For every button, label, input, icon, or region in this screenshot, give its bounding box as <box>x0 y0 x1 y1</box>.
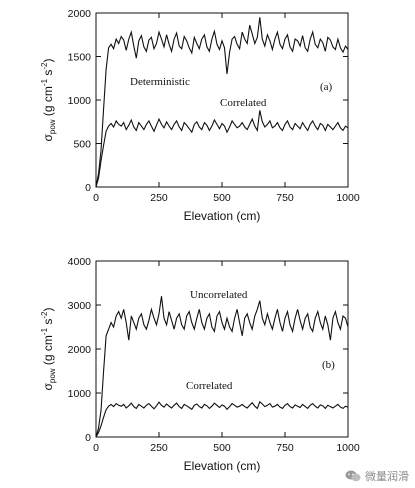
axis-ticks-a: 0 250 500 750 1000 0 500 1000 1500 2000 <box>68 8 360 204</box>
x-tick-label: 750 <box>276 192 294 204</box>
y-tick-label: 2000 <box>68 344 92 356</box>
y-axis-label-a: σpow (g cm-1 s-2) <box>40 58 57 141</box>
x-tick-label: 0 <box>93 442 99 454</box>
series-label-deterministic: Deterministic <box>130 76 190 88</box>
x-axis-label-a: Elevation (cm) <box>184 209 261 223</box>
series-lines-a <box>95 17 349 188</box>
x-tick-label: 500 <box>213 192 231 204</box>
series-line-uncorrelated-b <box>95 296 349 438</box>
watermark: 微量润滑 <box>345 468 409 484</box>
series-label-correlated-a: Correlated <box>220 97 267 109</box>
series-line-deterministic-a <box>95 17 349 188</box>
watermark-text: 微量润滑 <box>365 470 409 483</box>
x-tick-label: 750 <box>276 442 294 454</box>
chart-panel-b: 0 250 500 750 1000 0 1000 2000 3000 4000 Uncorrel… <box>40 256 360 473</box>
wechat-icon <box>345 470 361 482</box>
x-tick-label: 0 <box>93 192 99 204</box>
x-tick-label: 250 <box>150 442 168 454</box>
panel-label-b: (b) <box>322 359 335 371</box>
x-tick-label: 500 <box>213 442 231 454</box>
x-tick-label: 250 <box>150 192 168 204</box>
y-tick-label: 2000 <box>68 8 92 20</box>
y-tick-label: 4000 <box>68 256 92 268</box>
series-lines-b <box>95 296 349 438</box>
panel-label-a: (a) <box>320 81 333 93</box>
y-tick-label: 1000 <box>68 388 92 400</box>
plot-frame-b <box>95 260 349 438</box>
chart-panel-a: 0 250 500 750 1000 0 500 1000 1500 2000 Determini… <box>40 8 360 223</box>
y-tick-label: 3000 <box>68 300 92 312</box>
series-line-correlated-b <box>95 400 349 438</box>
series-label-uncorrelated: Uncorrelated <box>190 289 248 301</box>
axis-ticks-b: 0 250 500 750 1000 0 1000 2000 3000 4000 <box>68 256 360 454</box>
x-tick-label: 1000 <box>336 192 360 204</box>
y-tick-label: 1000 <box>68 95 92 107</box>
y-tick-label: 1500 <box>68 52 92 64</box>
series-label-correlated-b: Correlated <box>186 380 233 392</box>
y-axis-label-b: σpow (g cm-1 s-2) <box>40 307 57 390</box>
x-axis-label-b: Elevation (cm) <box>184 459 261 473</box>
y-tick-label: 0 <box>85 432 91 444</box>
x-tick-label: 1000 <box>336 442 360 454</box>
series-line-correlated-a <box>95 110 349 188</box>
y-tick-label: 500 <box>73 139 91 151</box>
y-tick-label: 0 <box>85 182 91 194</box>
